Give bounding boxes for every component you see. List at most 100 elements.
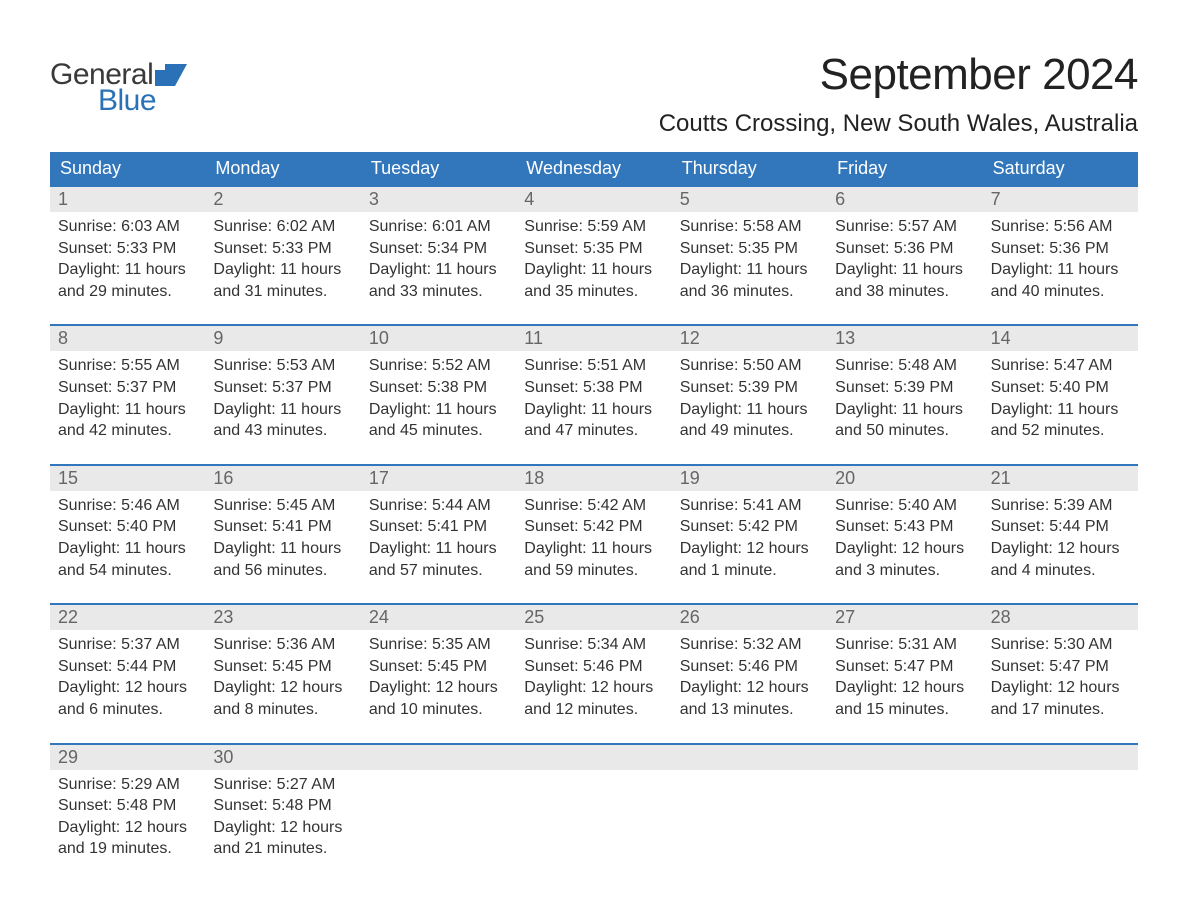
daylight1-text: Daylight: 11 hours (524, 538, 663, 560)
day-number-row: 2930 (50, 745, 1138, 770)
daylight2-text: and 36 minutes. (680, 281, 819, 303)
sunset-text: Sunset: 5:40 PM (58, 516, 197, 538)
weeks-container: 1234567Sunrise: 6:03 AMSunset: 5:33 PMDa… (50, 185, 1138, 860)
daylight2-text: and 6 minutes. (58, 699, 197, 721)
sunset-text: Sunset: 5:48 PM (58, 795, 197, 817)
sunset-text: Sunset: 5:38 PM (524, 377, 663, 399)
day-number: 1 (50, 187, 205, 212)
sunset-text: Sunset: 5:33 PM (58, 238, 197, 260)
sunset-text: Sunset: 5:35 PM (524, 238, 663, 260)
day-number: 15 (50, 466, 205, 491)
sunrise-text: Sunrise: 6:03 AM (58, 216, 197, 238)
sunrise-text: Sunrise: 5:27 AM (213, 774, 352, 796)
sunrise-text: Sunrise: 5:44 AM (369, 495, 508, 517)
day-number: 16 (205, 466, 360, 491)
sunrise-text: Sunrise: 5:32 AM (680, 634, 819, 656)
weekday-header: SundayMondayTuesdayWednesdayThursdayFrid… (50, 152, 1138, 185)
day-number: 23 (205, 605, 360, 630)
day-cell (827, 770, 982, 860)
daylight1-text: Daylight: 11 hours (213, 538, 352, 560)
sunset-text: Sunset: 5:44 PM (58, 656, 197, 678)
daylight2-text: and 10 minutes. (369, 699, 508, 721)
daylight1-text: Daylight: 11 hours (58, 259, 197, 281)
day-cell: Sunrise: 5:58 AMSunset: 5:35 PMDaylight:… (672, 212, 827, 302)
day-cell: Sunrise: 5:39 AMSunset: 5:44 PMDaylight:… (983, 491, 1138, 581)
day-number: 27 (827, 605, 982, 630)
daylight2-text: and 4 minutes. (991, 560, 1130, 582)
daylight1-text: Daylight: 11 hours (213, 399, 352, 421)
sunrise-text: Sunrise: 5:55 AM (58, 355, 197, 377)
daylight1-text: Daylight: 12 hours (991, 677, 1130, 699)
sunrise-text: Sunrise: 5:29 AM (58, 774, 197, 796)
daylight2-text: and 43 minutes. (213, 420, 352, 442)
calendar: SundayMondayTuesdayWednesdayThursdayFrid… (50, 152, 1138, 860)
day-cell: Sunrise: 5:57 AMSunset: 5:36 PMDaylight:… (827, 212, 982, 302)
day-number: 8 (50, 326, 205, 351)
sunrise-text: Sunrise: 5:37 AM (58, 634, 197, 656)
day-number: 26 (672, 605, 827, 630)
day-number: 21 (983, 466, 1138, 491)
sunrise-text: Sunrise: 5:34 AM (524, 634, 663, 656)
logo-text-blue: Blue (98, 84, 156, 118)
daylight2-text: and 49 minutes. (680, 420, 819, 442)
sunrise-text: Sunrise: 5:40 AM (835, 495, 974, 517)
day-cell: Sunrise: 5:45 AMSunset: 5:41 PMDaylight:… (205, 491, 360, 581)
daylight2-text: and 35 minutes. (524, 281, 663, 303)
sunset-text: Sunset: 5:39 PM (680, 377, 819, 399)
weekday-label: Thursday (672, 152, 827, 185)
header: General Blue September 2024 Coutts Cross… (50, 50, 1138, 138)
day-cell: Sunrise: 5:40 AMSunset: 5:43 PMDaylight:… (827, 491, 982, 581)
daylight1-text: Daylight: 11 hours (524, 399, 663, 421)
daylight1-text: Daylight: 12 hours (524, 677, 663, 699)
sunset-text: Sunset: 5:41 PM (369, 516, 508, 538)
daylight1-text: Daylight: 11 hours (58, 399, 197, 421)
weekday-label: Saturday (983, 152, 1138, 185)
day-cell: Sunrise: 6:02 AMSunset: 5:33 PMDaylight:… (205, 212, 360, 302)
day-number: 9 (205, 326, 360, 351)
logo: General Blue (50, 58, 187, 118)
sunset-text: Sunset: 5:41 PM (213, 516, 352, 538)
day-number (672, 745, 827, 770)
day-number (361, 745, 516, 770)
daylight1-text: Daylight: 11 hours (369, 399, 508, 421)
sunset-text: Sunset: 5:47 PM (835, 656, 974, 678)
day-number: 12 (672, 326, 827, 351)
week-row: 891011121314Sunrise: 5:55 AMSunset: 5:37… (50, 324, 1138, 441)
day-number: 24 (361, 605, 516, 630)
week-row: 1234567Sunrise: 6:03 AMSunset: 5:33 PMDa… (50, 185, 1138, 302)
sunrise-text: Sunrise: 5:41 AM (680, 495, 819, 517)
sunrise-text: Sunrise: 5:57 AM (835, 216, 974, 238)
sunset-text: Sunset: 5:36 PM (991, 238, 1130, 260)
day-number: 2 (205, 187, 360, 212)
daylight1-text: Daylight: 12 hours (369, 677, 508, 699)
daylight1-text: Daylight: 11 hours (369, 259, 508, 281)
weekday-label: Friday (827, 152, 982, 185)
sunrise-text: Sunrise: 5:47 AM (991, 355, 1130, 377)
daylight2-text: and 54 minutes. (58, 560, 197, 582)
day-cell: Sunrise: 5:29 AMSunset: 5:48 PMDaylight:… (50, 770, 205, 860)
sunrise-text: Sunrise: 5:58 AM (680, 216, 819, 238)
sunset-text: Sunset: 5:36 PM (835, 238, 974, 260)
sunset-text: Sunset: 5:46 PM (524, 656, 663, 678)
day-cell: Sunrise: 5:50 AMSunset: 5:39 PMDaylight:… (672, 351, 827, 441)
day-cell: Sunrise: 5:27 AMSunset: 5:48 PMDaylight:… (205, 770, 360, 860)
sunset-text: Sunset: 5:42 PM (680, 516, 819, 538)
daylight2-text: and 56 minutes. (213, 560, 352, 582)
day-number: 28 (983, 605, 1138, 630)
day-cell (672, 770, 827, 860)
day-cell: Sunrise: 5:55 AMSunset: 5:37 PMDaylight:… (50, 351, 205, 441)
day-number (516, 745, 671, 770)
daylight1-text: Daylight: 11 hours (680, 399, 819, 421)
sunrise-text: Sunrise: 5:51 AM (524, 355, 663, 377)
day-number: 6 (827, 187, 982, 212)
day-cell: Sunrise: 5:32 AMSunset: 5:46 PMDaylight:… (672, 630, 827, 720)
week-row: 15161718192021Sunrise: 5:46 AMSunset: 5:… (50, 464, 1138, 581)
daylight2-text: and 21 minutes. (213, 838, 352, 860)
day-number: 14 (983, 326, 1138, 351)
daylight1-text: Daylight: 11 hours (213, 259, 352, 281)
day-number-row: 891011121314 (50, 326, 1138, 351)
day-number-row: 22232425262728 (50, 605, 1138, 630)
day-cell: Sunrise: 5:52 AMSunset: 5:38 PMDaylight:… (361, 351, 516, 441)
day-cell: Sunrise: 5:30 AMSunset: 5:47 PMDaylight:… (983, 630, 1138, 720)
daylight1-text: Daylight: 11 hours (58, 538, 197, 560)
